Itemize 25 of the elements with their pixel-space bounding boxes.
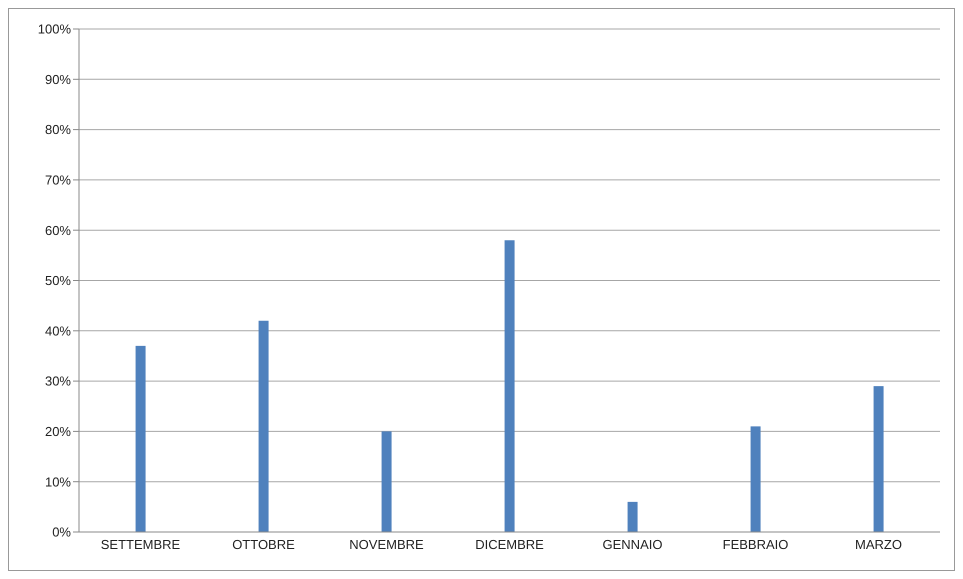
bar	[628, 502, 638, 532]
y-tick-label: 100%	[38, 22, 72, 37]
bar	[504, 240, 515, 532]
y-tick-label: 40%	[44, 323, 72, 338]
x-tick-label: GENNAIO	[602, 537, 662, 552]
x-tick-label: SETTEMBRE	[100, 537, 181, 552]
y-tick-label: 60%	[44, 222, 72, 238]
bar	[258, 320, 269, 532]
y-tick-label: 10%	[44, 474, 72, 490]
y-tick-label: 30%	[44, 374, 72, 389]
y-tick-label: 70%	[44, 172, 72, 188]
y-tick-label: 50%	[44, 273, 72, 288]
bar	[382, 431, 392, 532]
y-tick-label: 90%	[44, 72, 72, 87]
x-tick-label: OTTOBRE	[232, 537, 296, 552]
x-tick-label: NOVEMBRE	[349, 537, 424, 552]
bar	[750, 426, 761, 532]
bar	[136, 346, 146, 532]
y-tick-label: 0%	[52, 524, 72, 540]
y-tick-label: 20%	[44, 424, 72, 440]
x-tick-label: FEBBRAIO	[722, 537, 788, 552]
x-tick-label: MARZO	[855, 537, 902, 552]
y-tick-label: 80%	[44, 122, 72, 138]
bar	[874, 386, 884, 532]
x-tick-label: DICEMBRE	[475, 537, 544, 552]
